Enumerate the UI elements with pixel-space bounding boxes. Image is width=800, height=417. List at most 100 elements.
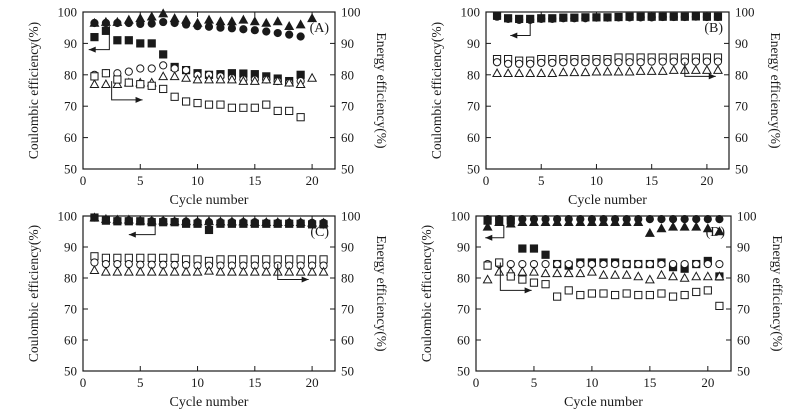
data-point: [563, 268, 574, 278]
arrow-head: [510, 32, 518, 39]
data-point: [204, 216, 214, 226]
y-axis-label-left: Coulombic efficiency(%): [26, 22, 41, 159]
arrow-head: [301, 276, 309, 283]
data-point: [563, 217, 574, 227]
data-point: [296, 219, 305, 228]
data-point: [691, 221, 702, 231]
data-point: [227, 103, 237, 112]
data-point: [273, 28, 282, 38]
y-axis-label-right: Energy efficiency(%): [374, 32, 389, 148]
data-point: [147, 81, 156, 90]
data-point: [692, 215, 701, 224]
data-point: [147, 19, 156, 28]
data-point: [621, 217, 632, 227]
data-point: [517, 217, 528, 227]
data-point: [204, 265, 214, 275]
data-point: [680, 12, 689, 22]
data-point: [592, 58, 601, 67]
pointer-arrow: [510, 18, 531, 39]
data-point: [702, 223, 713, 233]
data-point: [647, 57, 656, 66]
plot-frame: [82, 215, 336, 372]
data-point: [285, 219, 294, 228]
data-point: [136, 80, 145, 89]
data-point: [285, 106, 294, 116]
data-point: [169, 266, 180, 276]
x-tick-label: 5: [538, 173, 545, 188]
data-point: [625, 13, 634, 22]
data-point: [90, 72, 99, 81]
y-tick-label-left: 100: [58, 5, 78, 20]
data-point: [644, 227, 655, 237]
data-point: [658, 12, 667, 22]
chart-panel-2: 0 5 10 15 20 50 50 60 60 70 70 80 80 90 90 100 100 Cycle …: [429, 5, 783, 209]
data-point: [703, 259, 712, 269]
data-point: [506, 272, 515, 281]
data-point: [239, 25, 248, 34]
data-point: [691, 12, 700, 21]
data-point: [714, 271, 725, 281]
pointer-arrow: [88, 26, 110, 53]
data-point: [249, 75, 260, 85]
pointer-arrow: [277, 264, 309, 283]
data-point: [614, 13, 623, 22]
x-axis-label: Cycle number: [564, 395, 643, 410]
data-point: [633, 217, 644, 227]
data-point: [715, 215, 724, 224]
y-tick-label-left: 100: [461, 5, 481, 20]
data-point: [295, 79, 306, 89]
y-tick-label-right: 50: [341, 162, 354, 177]
data-point: [193, 219, 202, 228]
data-point: [614, 58, 623, 67]
y-tick-label-left: 90: [457, 240, 470, 255]
data-point: [159, 84, 168, 94]
y-tick-label-left: 90: [64, 36, 77, 51]
data-point: [89, 265, 100, 275]
data-point: [113, 259, 122, 269]
y-tick-label-left: 60: [467, 130, 480, 145]
data-point: [319, 220, 328, 229]
data-point: [159, 218, 168, 227]
data-point: [515, 59, 524, 68]
data-point: [503, 14, 513, 24]
x-tick-label: 20: [306, 173, 319, 188]
data-point: [226, 74, 237, 84]
pointer-arrow: [485, 225, 505, 241]
data-point: [540, 217, 551, 227]
data-point: [318, 266, 329, 276]
data-point: [658, 57, 667, 66]
y-axis-label-right: Energy efficiency(%): [374, 235, 389, 351]
data-point: [124, 36, 133, 45]
data-point: [540, 268, 551, 278]
arrow-line: [684, 62, 716, 77]
x-tick-label: 15: [248, 173, 261, 188]
data-point: [541, 259, 550, 269]
data-point: [622, 289, 631, 298]
data-point: [135, 13, 146, 23]
data-point: [170, 253, 179, 262]
data-point: [101, 216, 111, 225]
data-point: [680, 215, 689, 224]
data-point: [715, 259, 724, 269]
chart-panel-3: 0 5 10 15 20 50 50 60 60 70 70 80 80 90 90 100 100 Cycle …: [26, 209, 389, 411]
data-point: [668, 292, 678, 301]
y-tick-label-right: 70: [735, 99, 748, 114]
y-tick-label-left: 70: [457, 302, 470, 317]
data-point: [170, 92, 179, 101]
data-point: [598, 269, 609, 279]
data-point: [647, 13, 656, 22]
data-point: [713, 12, 723, 22]
y-tick-label-right: 60: [341, 130, 354, 145]
data-point: [249, 16, 260, 26]
data-point: [656, 223, 667, 233]
data-point: [307, 72, 318, 82]
data-point: [553, 259, 562, 269]
series-open-circle: [483, 259, 724, 269]
data-point: [702, 57, 712, 66]
y-tick-label-left: 90: [64, 240, 77, 255]
y-tick-label-right: 100: [737, 209, 757, 224]
data-point: [136, 64, 145, 73]
data-point: [657, 259, 666, 269]
y-tick-label-left: 80: [64, 271, 77, 286]
data-point: [495, 216, 504, 225]
